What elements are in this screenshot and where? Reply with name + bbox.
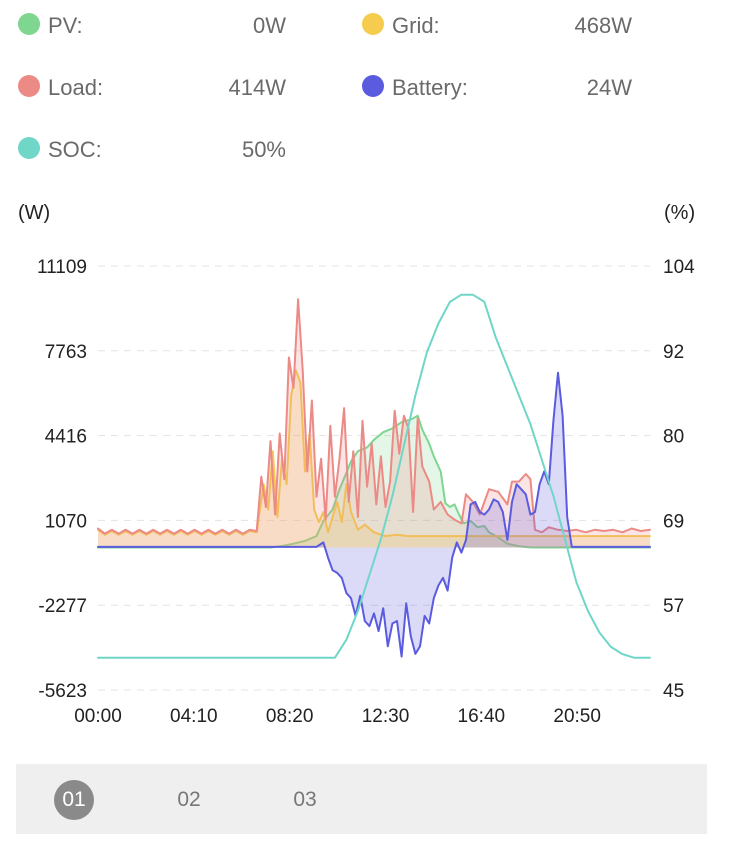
power-chart: 11109 7763 4416 1070 -2277 -5623 104 92 80 69 57 4…	[37, 257, 695, 727]
right-tick-label: 104	[663, 257, 695, 278]
legend-dot-load	[18, 75, 40, 97]
series-layer	[97, 293, 651, 659]
series-area-battery	[98, 372, 650, 657]
legend-item-load: Load: 414W	[18, 66, 288, 106]
left-tick-label: -2277	[38, 596, 87, 617]
legend-value-battery: 24W	[586, 75, 632, 100]
legend-value-grid: 468W	[574, 13, 632, 38]
right-axis-unit: (%)	[664, 202, 696, 224]
grid-lines	[98, 265, 650, 691]
x-tick-label: 20:50	[553, 706, 601, 727]
legend: PV: 0W Grid: 468W Load: 414W Battery: 24…	[0, 0, 730, 180]
series-line-grid	[97, 369, 651, 538]
x-tick-label: 00:00	[74, 706, 122, 727]
legend-item-grid: Grid: 468W	[362, 4, 632, 44]
legend-item-battery: Battery: 24W	[362, 66, 632, 106]
series-line-load	[97, 298, 651, 535]
legend-dot-pv	[18, 13, 40, 35]
tab-03[interactable]: 03	[293, 788, 317, 811]
left-axis-ticks: 11109 7763 4416 1070 -2277 -5623	[37, 257, 87, 702]
legend-value-pv: 0W	[253, 13, 286, 38]
left-axis-unit: (W)	[18, 202, 51, 224]
x-axis-ticks: 00:00 04:10 08:20 12:30 16:40 20:50	[74, 706, 601, 727]
x-tick-label: 04:10	[170, 706, 218, 727]
legend-dot-soc	[18, 137, 40, 159]
legend-item-pv: PV: 0W	[18, 4, 288, 44]
right-axis-ticks: 104 92 80 69 57 45	[663, 257, 695, 702]
legend-label-load: Load:	[48, 75, 104, 100]
series-line-soc	[97, 293, 651, 659]
x-tick-label: 16:40	[458, 706, 506, 727]
legend-dot-grid	[362, 13, 384, 35]
right-tick-label: 92	[663, 342, 684, 363]
tab-02[interactable]: 02	[177, 788, 201, 811]
legend-dot-battery	[362, 75, 384, 97]
page-tab-bar: 01 02 03	[16, 764, 707, 834]
legend-label-battery: Battery:	[392, 75, 468, 100]
legend-label-pv: PV:	[48, 13, 83, 38]
right-tick-label: 45	[663, 681, 684, 702]
series-line-pv	[97, 414, 651, 549]
left-tick-label: 11109	[37, 257, 87, 278]
right-tick-label: 69	[663, 511, 684, 532]
legend-item-soc: SOC: 50%	[18, 128, 288, 168]
left-tick-label: 4416	[45, 427, 87, 448]
x-tick-label: 08:20	[266, 706, 314, 727]
left-tick-label: 1070	[45, 511, 87, 532]
legend-label-grid: Grid:	[392, 13, 440, 38]
legend-value-load: 414W	[228, 75, 286, 100]
legend-label-soc: SOC:	[48, 137, 102, 162]
legend-value-soc: 50%	[241, 137, 286, 162]
left-tick-label: -5623	[38, 681, 87, 702]
right-tick-label: 80	[663, 427, 684, 448]
series-line-battery	[97, 371, 651, 658]
x-tick-label: 12:30	[362, 706, 410, 727]
right-tick-label: 57	[663, 596, 684, 617]
left-tick-label: 7763	[45, 342, 87, 363]
tab-01[interactable]: 01	[54, 780, 94, 820]
